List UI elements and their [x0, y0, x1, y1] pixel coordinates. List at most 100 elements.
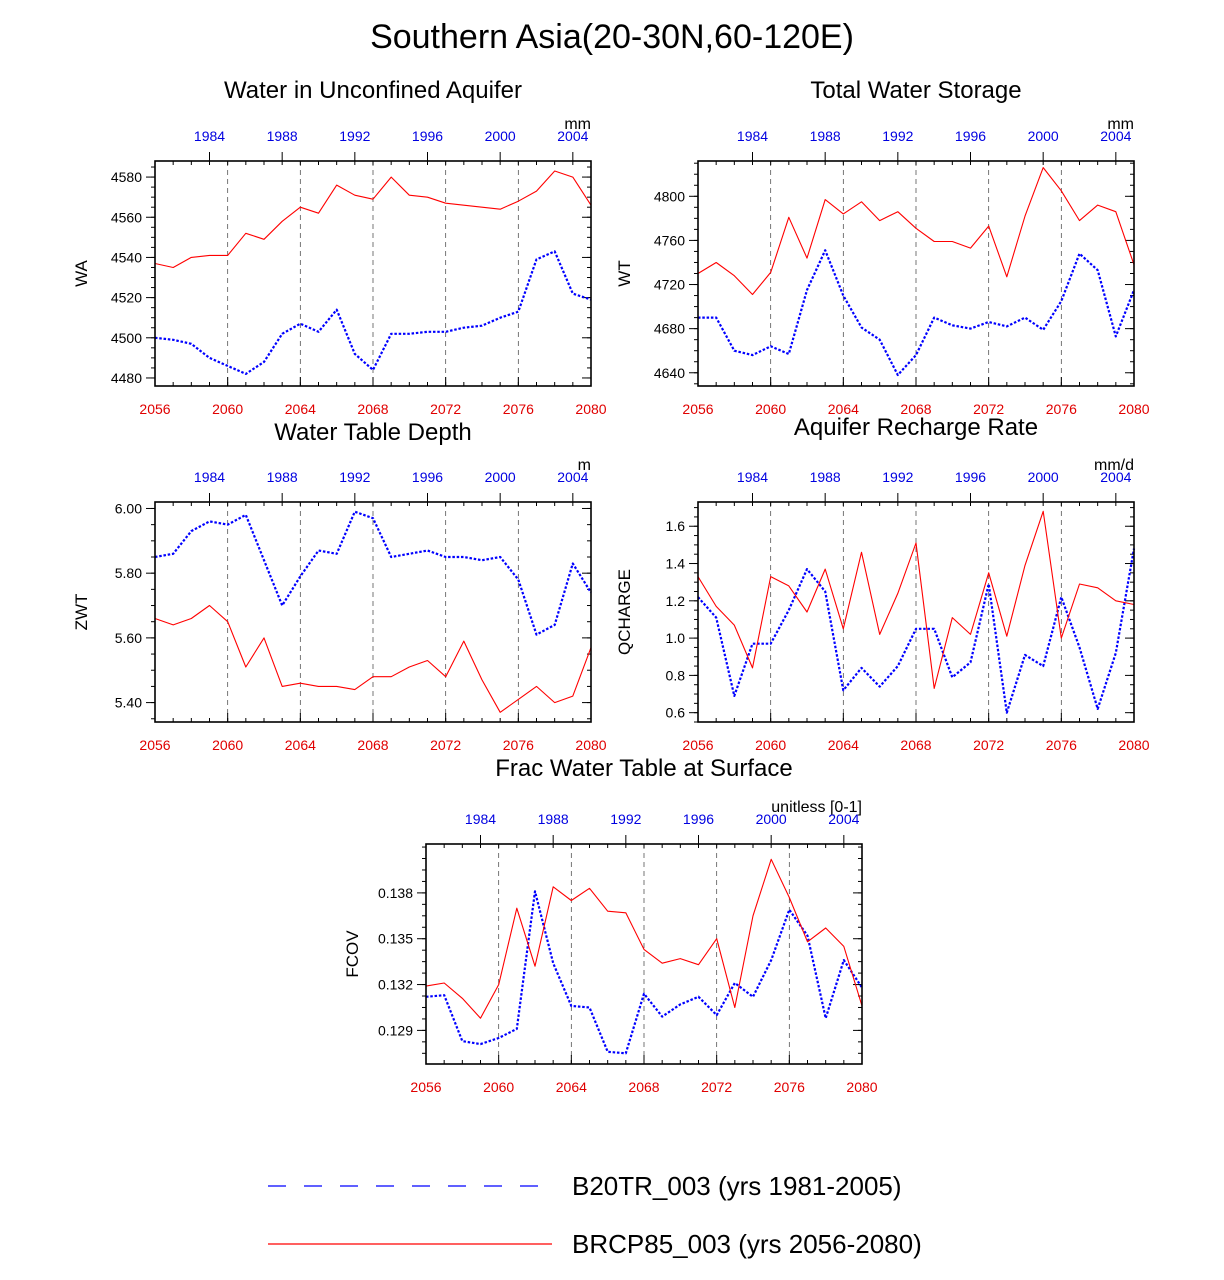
x-tick-label: 2068 — [900, 401, 931, 417]
y-tick-label: 4760 — [654, 232, 685, 248]
top-tick-label: 2000 — [485, 128, 516, 144]
top-tick-label: 2004 — [828, 811, 859, 827]
y-tick-label: 1.2 — [666, 593, 686, 609]
x-tick-label: 2064 — [556, 1079, 587, 1095]
y-tick-label: 4640 — [654, 365, 685, 381]
x-tick-label: 2064 — [828, 401, 859, 417]
legend-label-historical: B20TR_003 (yrs 1981-2005) — [572, 1171, 902, 1201]
chart-panel-4: Frac Water Table at Surface unitless [0-1… — [343, 755, 878, 1095]
y-tick-label: 4560 — [111, 209, 142, 225]
x-tick-label: 2076 — [774, 1079, 805, 1095]
x-tick-label: 2072 — [701, 1079, 732, 1095]
x-tick-label: 2068 — [628, 1079, 659, 1095]
top-tick-label: 1988 — [267, 469, 298, 485]
x-tick-label: 2060 — [212, 401, 243, 417]
y-tick-label: 5.80 — [115, 565, 142, 581]
x-tick-label: 2060 — [212, 737, 243, 753]
top-tick-label: 2004 — [1100, 469, 1131, 485]
x-tick-label: 2076 — [1046, 737, 1077, 753]
panel-title: Aquifer Recharge Rate — [794, 414, 1038, 441]
series-line-historical — [698, 249, 1136, 377]
x-tick-label: 2068 — [900, 737, 931, 753]
y-axis-label: ZWT — [72, 594, 91, 631]
chart-panel-3: Aquifer Recharge Rate mm/d 2056 2060 2064 206… — [615, 414, 1150, 753]
series-line-historical — [154, 250, 592, 375]
plot-frame — [425, 843, 863, 1065]
y-tick-label: 0.8 — [666, 667, 686, 683]
x-tick-label: 2060 — [755, 401, 786, 417]
top-tick-label: 1992 — [339, 128, 370, 144]
series-line-future — [697, 510, 1135, 689]
series-line-historical — [154, 510, 592, 636]
x-tick-label: 2072 — [430, 401, 461, 417]
y-axis-label: WT — [615, 260, 634, 286]
y-tick-label: 0.132 — [378, 977, 413, 993]
units-label: m — [578, 457, 591, 474]
x-tick-label: 2064 — [285, 737, 316, 753]
x-tick-label: 2080 — [575, 737, 606, 753]
x-tick-label: 2072 — [973, 401, 1004, 417]
plot-frame — [154, 160, 592, 387]
y-tick-label: 4680 — [654, 321, 685, 337]
series-line-future — [154, 604, 592, 713]
series-line-future — [425, 858, 863, 1019]
y-tick-label: 1.6 — [666, 518, 686, 534]
top-tick-label: 2000 — [1028, 128, 1059, 144]
x-tick-label: 2072 — [430, 737, 461, 753]
y-tick-label: 0.129 — [378, 1022, 413, 1038]
top-tick-label: 1996 — [412, 469, 443, 485]
x-tick-label: 2080 — [846, 1079, 877, 1095]
y-tick-label: 5.60 — [115, 630, 142, 646]
x-tick-label: 2076 — [1046, 401, 1077, 417]
top-tick-label: 1988 — [810, 128, 841, 144]
y-tick-label: 0.138 — [378, 885, 413, 901]
x-tick-label: 2056 — [139, 737, 170, 753]
y-axis-label: FCOV — [343, 930, 362, 978]
y-axis-label: QCHARGE — [615, 569, 634, 655]
x-tick-label: 2072 — [973, 737, 1004, 753]
top-tick-label: 1992 — [882, 469, 913, 485]
x-tick-label: 2060 — [755, 737, 786, 753]
panel-title: Frac Water Table at Surface — [495, 755, 792, 782]
x-tick-label: 2056 — [139, 401, 170, 417]
top-tick-label: 1996 — [683, 811, 714, 827]
x-tick-label: 2080 — [1118, 401, 1149, 417]
top-tick-label: 1992 — [882, 128, 913, 144]
series-line-historical — [425, 890, 863, 1055]
top-tick-label: 2004 — [1100, 128, 1131, 144]
y-tick-label: 5.40 — [115, 695, 142, 711]
top-tick-label: 1984 — [465, 811, 496, 827]
top-tick-label: 1988 — [538, 811, 569, 827]
panel-title: Water Table Depth — [274, 419, 471, 446]
panel-title: Total Water Storage — [810, 77, 1021, 104]
y-tick-label: 1.0 — [666, 630, 686, 646]
y-tick-label: 4520 — [111, 290, 142, 306]
x-tick-label: 2080 — [1118, 737, 1149, 753]
series-line-future — [697, 167, 1135, 296]
top-tick-label: 1992 — [339, 469, 370, 485]
y-tick-label: 1.4 — [666, 556, 686, 572]
y-tick-label: 0.6 — [666, 705, 686, 721]
top-tick-label: 1984 — [737, 469, 768, 485]
y-tick-label: 4800 — [654, 188, 685, 204]
x-tick-label: 2076 — [503, 401, 534, 417]
top-tick-label: 1996 — [955, 469, 986, 485]
units-label: mm/d — [1094, 457, 1134, 474]
x-tick-label: 2064 — [285, 401, 316, 417]
top-tick-label: 1988 — [267, 128, 298, 144]
x-tick-label: 2068 — [357, 737, 388, 753]
legend-label-future: BRCP85_003 (yrs 2056-2080) — [572, 1229, 922, 1259]
top-tick-label: 2000 — [485, 469, 516, 485]
units-label: mm — [1107, 116, 1134, 133]
top-tick-label: 1984 — [194, 128, 225, 144]
x-tick-label: 2076 — [503, 737, 534, 753]
series-line-historical — [697, 548, 1136, 714]
x-tick-label: 2068 — [357, 401, 388, 417]
x-tick-label: 2056 — [410, 1079, 441, 1095]
panels-group: Water in Unconfined Aquifer mm 2056 2060 206… — [72, 77, 1150, 1095]
top-tick-label: 2004 — [557, 128, 588, 144]
chart-panel-2: Water Table Depth m 2056 2060 2064 2068 2072 20… — [72, 419, 607, 753]
x-tick-label: 2056 — [682, 401, 713, 417]
top-tick-label: 1996 — [955, 128, 986, 144]
top-tick-label: 1984 — [737, 128, 768, 144]
